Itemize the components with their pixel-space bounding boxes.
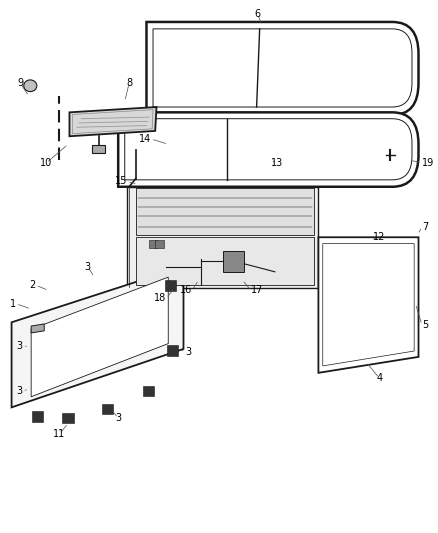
Text: 5: 5 <box>422 320 428 330</box>
Text: 17: 17 <box>251 286 263 295</box>
Text: 3: 3 <box>16 386 22 397</box>
Polygon shape <box>63 413 74 423</box>
Text: 9: 9 <box>17 78 23 88</box>
Polygon shape <box>223 251 244 272</box>
Polygon shape <box>165 280 176 291</box>
PathPatch shape <box>125 119 412 180</box>
Text: 10: 10 <box>40 158 53 168</box>
Text: 15: 15 <box>114 176 127 187</box>
Ellipse shape <box>24 80 37 92</box>
Text: 7: 7 <box>422 222 428 232</box>
Text: 3: 3 <box>16 341 22 351</box>
Text: 19: 19 <box>422 158 434 168</box>
Text: 3: 3 <box>85 262 91 271</box>
Text: 12: 12 <box>373 232 385 243</box>
Text: 13: 13 <box>271 158 283 168</box>
Text: 1: 1 <box>10 298 16 309</box>
Polygon shape <box>102 403 113 414</box>
Text: 16: 16 <box>180 286 192 295</box>
Polygon shape <box>31 277 168 397</box>
Text: 3: 3 <box>186 346 192 357</box>
Text: 14: 14 <box>138 134 151 144</box>
Text: 6: 6 <box>254 9 261 19</box>
Text: 2: 2 <box>29 280 35 290</box>
Polygon shape <box>136 188 314 235</box>
Polygon shape <box>136 237 314 285</box>
Polygon shape <box>31 324 44 333</box>
Polygon shape <box>155 240 164 248</box>
Polygon shape <box>318 237 419 373</box>
Polygon shape <box>167 345 178 356</box>
Polygon shape <box>143 385 154 396</box>
Polygon shape <box>70 107 156 136</box>
PathPatch shape <box>146 22 419 115</box>
Polygon shape <box>11 266 184 407</box>
Text: 18: 18 <box>154 293 166 303</box>
Polygon shape <box>92 146 105 154</box>
Text: 4: 4 <box>376 373 382 383</box>
PathPatch shape <box>118 112 419 187</box>
Text: 3: 3 <box>115 413 121 423</box>
Text: 8: 8 <box>126 78 132 88</box>
Polygon shape <box>32 411 43 422</box>
Polygon shape <box>148 240 157 248</box>
Text: 11: 11 <box>53 429 66 439</box>
Polygon shape <box>127 187 318 288</box>
PathPatch shape <box>153 29 412 107</box>
